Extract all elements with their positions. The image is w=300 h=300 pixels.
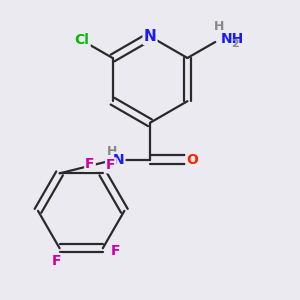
Text: O: O	[186, 153, 198, 166]
Text: Cl: Cl	[75, 33, 90, 47]
Text: F: F	[111, 244, 120, 258]
Text: N: N	[144, 29, 156, 44]
Text: H: H	[107, 145, 117, 158]
Text: 2: 2	[232, 39, 239, 49]
Text: F: F	[85, 157, 95, 171]
Text: NH: NH	[221, 32, 244, 46]
Text: N: N	[113, 153, 124, 166]
Text: F: F	[52, 254, 61, 268]
Text: H: H	[214, 20, 225, 33]
Text: F: F	[106, 158, 116, 172]
